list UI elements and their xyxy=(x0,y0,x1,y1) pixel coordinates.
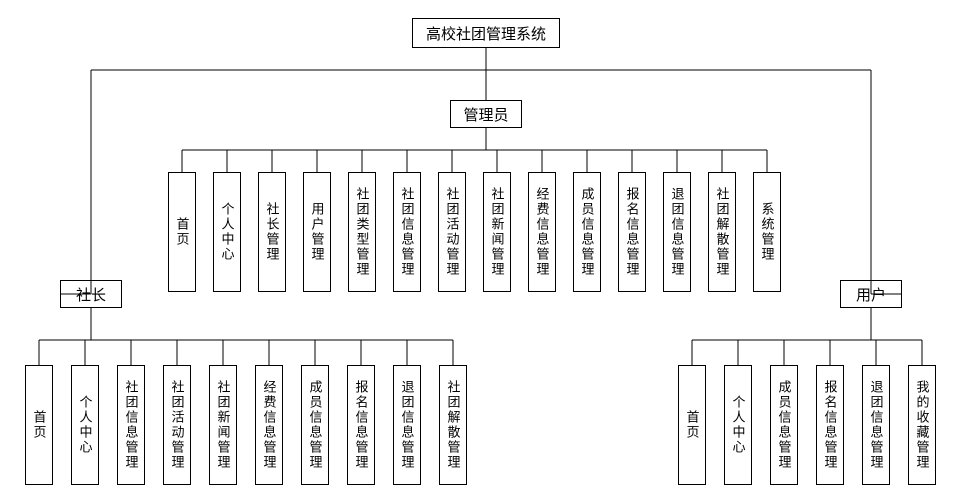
president-child-node: 社团信息管理 xyxy=(117,365,145,485)
user-child-label: 报名信息管理 xyxy=(821,380,840,470)
user-child-label: 我的收藏管理 xyxy=(913,380,932,470)
root-node: 高校社团管理系统 xyxy=(412,18,560,48)
user-child-label: 首页 xyxy=(683,410,702,440)
admin-child-node: 社团活动管理 xyxy=(438,172,466,292)
admin-node: 管理员 xyxy=(450,100,522,128)
user-child-node: 退团信息管理 xyxy=(862,365,890,485)
admin-child-node: 经费信息管理 xyxy=(528,172,556,292)
user-child-node: 首页 xyxy=(678,365,706,485)
admin-child-label: 首页 xyxy=(173,217,192,247)
user-label: 用户 xyxy=(856,284,886,305)
president-child-node: 成员信息管理 xyxy=(301,365,329,485)
admin-child-label: 社团信息管理 xyxy=(398,187,417,277)
president-child-label: 首页 xyxy=(30,410,49,440)
president-child-label: 成员信息管理 xyxy=(306,380,325,470)
president-child-node: 首页 xyxy=(25,365,53,485)
admin-child-label: 社团新闻管理 xyxy=(488,187,507,277)
root-label: 高校社团管理系统 xyxy=(426,23,546,44)
admin-child-node: 首页 xyxy=(168,172,196,292)
president-label: 社长 xyxy=(76,284,106,305)
president-child-label: 社团信息管理 xyxy=(122,380,141,470)
admin-child-label: 报名信息管理 xyxy=(623,187,642,277)
admin-child-node: 社团新闻管理 xyxy=(483,172,511,292)
president-child-node: 退团信息管理 xyxy=(393,365,421,485)
user-child-node: 报名信息管理 xyxy=(816,365,844,485)
president-child-node: 个人中心 xyxy=(71,365,99,485)
admin-child-label: 系统管理 xyxy=(758,202,777,262)
admin-child-node: 用户管理 xyxy=(303,172,331,292)
president-child-node: 报名信息管理 xyxy=(347,365,375,485)
admin-child-label: 社团类型管理 xyxy=(353,187,372,277)
admin-child-node: 系统管理 xyxy=(753,172,781,292)
admin-child-node: 成员信息管理 xyxy=(573,172,601,292)
president-child-label: 退团信息管理 xyxy=(398,380,417,470)
org-chart-container: 高校社团管理系统 管理员 社长 用户 首页个人中心社长管理用户管理社团类型管理社… xyxy=(10,10,961,491)
user-node: 用户 xyxy=(840,280,902,308)
admin-label: 管理员 xyxy=(463,104,508,125)
admin-child-node: 个人中心 xyxy=(213,172,241,292)
admin-child-label: 用户管理 xyxy=(308,202,327,262)
admin-child-label: 经费信息管理 xyxy=(533,187,552,277)
president-child-node: 经费信息管理 xyxy=(255,365,283,485)
user-child-node: 个人中心 xyxy=(724,365,752,485)
president-child-label: 经费信息管理 xyxy=(260,380,279,470)
admin-child-label: 社长管理 xyxy=(263,202,282,262)
admin-child-label: 退团信息管理 xyxy=(668,187,687,277)
president-child-node: 社团新闻管理 xyxy=(209,365,237,485)
president-child-label: 社团解散管理 xyxy=(444,380,463,470)
user-child-label: 退团信息管理 xyxy=(867,380,886,470)
president-child-label: 社团活动管理 xyxy=(168,380,187,470)
admin-child-node: 社团类型管理 xyxy=(348,172,376,292)
president-child-node: 社团解散管理 xyxy=(439,365,467,485)
president-child-label: 社团新闻管理 xyxy=(214,380,233,470)
admin-child-node: 社团信息管理 xyxy=(393,172,421,292)
admin-child-label: 成员信息管理 xyxy=(578,187,597,277)
admin-child-label: 社团活动管理 xyxy=(443,187,462,277)
admin-child-label: 社团解散管理 xyxy=(713,187,732,277)
admin-child-node: 社团解散管理 xyxy=(708,172,736,292)
president-child-label: 个人中心 xyxy=(76,395,95,455)
user-child-node: 成员信息管理 xyxy=(770,365,798,485)
user-child-node: 我的收藏管理 xyxy=(908,365,936,485)
president-child-node: 社团活动管理 xyxy=(163,365,191,485)
president-child-label: 报名信息管理 xyxy=(352,380,371,470)
admin-child-label: 个人中心 xyxy=(218,202,237,262)
president-node: 社长 xyxy=(60,280,122,308)
admin-child-node: 社长管理 xyxy=(258,172,286,292)
user-child-label: 个人中心 xyxy=(729,395,748,455)
user-child-label: 成员信息管理 xyxy=(775,380,794,470)
admin-child-node: 退团信息管理 xyxy=(663,172,691,292)
admin-child-node: 报名信息管理 xyxy=(618,172,646,292)
